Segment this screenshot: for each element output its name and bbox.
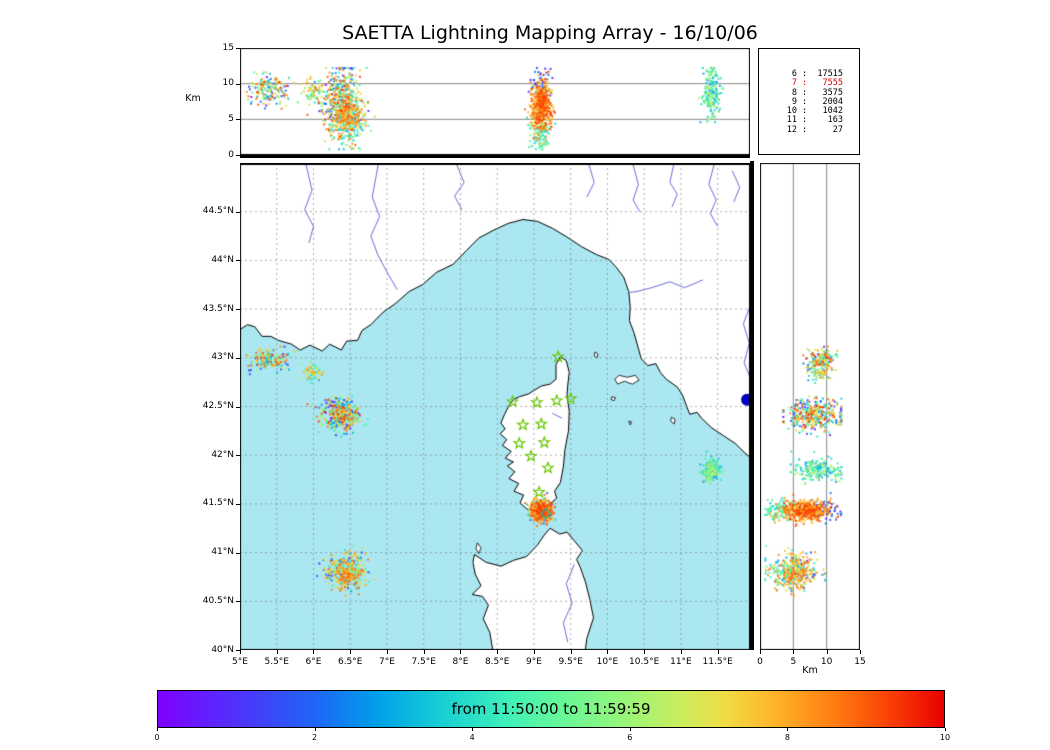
tick-mark	[680, 650, 682, 654]
colorbar-label: from 11:50:00 to 11:59:59	[451, 700, 651, 718]
tick-mark	[240, 650, 241, 654]
map-right-separator	[750, 161, 754, 650]
tick-mark	[386, 650, 388, 654]
km-tick-label: 10	[820, 657, 833, 667]
lat-tick-label: 41.5°N	[202, 498, 234, 509]
tick-mark	[236, 48, 240, 49]
tick-mark	[236, 357, 240, 359]
tick-mark	[860, 650, 861, 654]
lon-tick-label: 5.5°E	[264, 657, 289, 667]
altitude-tick-label: 10	[222, 78, 234, 89]
tick-mark	[236, 155, 240, 156]
tick-mark	[460, 650, 462, 654]
tick-mark	[793, 650, 795, 654]
lon-tick-label: 7.5°E	[411, 657, 436, 667]
tick-mark	[236, 83, 240, 85]
legend-row: 11 : 163	[786, 115, 843, 126]
tick-mark	[826, 650, 828, 654]
tick-mark	[717, 650, 719, 654]
tick-mark	[570, 650, 572, 654]
legend-row: 9 : 2004	[786, 96, 843, 107]
km-tick-label: 5	[790, 657, 797, 667]
tick-mark	[236, 260, 240, 262]
colorbar-tick-label: 4	[469, 733, 475, 742]
lat-tick-label: 43.5°N	[202, 303, 234, 314]
tick-mark	[236, 503, 240, 505]
tick-mark	[236, 455, 240, 457]
tick-mark	[423, 650, 425, 654]
lon-tick-label: 6°E	[305, 657, 322, 667]
lat-tick-label: 40°N	[211, 644, 234, 655]
lat-tick-label: 44.5°N	[202, 206, 234, 217]
tick-mark	[945, 728, 946, 731]
lon-tick-label: 6.5°E	[337, 657, 363, 667]
altitude-longitude-canvas	[240, 48, 750, 155]
legend-row: 8 : 3575	[786, 87, 843, 98]
map-canvas	[240, 163, 750, 650]
time-colorbar: from 11:50:00 to 11:59:59	[157, 690, 945, 728]
lon-tick-label: 5°E	[232, 657, 248, 667]
tick-mark	[497, 650, 499, 654]
km-tick-label: 0	[757, 657, 763, 667]
tick-mark	[533, 650, 535, 654]
altitude-tick-label: 0	[228, 149, 234, 160]
colorbar-tick-label: 6	[627, 733, 633, 742]
tick-mark	[236, 406, 240, 408]
colorbar-tick-label: 0	[154, 733, 160, 742]
tick-mark	[760, 650, 761, 654]
altitude-tick-label: 15	[222, 42, 234, 53]
lat-tick-label: 41°N	[211, 547, 234, 558]
lon-tick-label: 11.5°E	[702, 657, 733, 667]
lon-tick-label: 10.5°E	[629, 657, 660, 667]
colorbar-tick-label: 2	[312, 733, 318, 742]
tick-mark	[236, 309, 240, 311]
tick-mark	[236, 552, 240, 554]
tick-mark	[314, 728, 316, 731]
right-panel-xlabel: Km	[802, 665, 818, 676]
lon-tick-label: 7°E	[379, 657, 395, 667]
altitude-latitude-canvas	[760, 163, 860, 650]
top-panel-ylabel: Km	[185, 93, 201, 104]
lat-tick-label: 42°N	[211, 449, 234, 460]
tick-mark	[629, 728, 631, 731]
lon-tick-label: 9.5°E	[558, 657, 583, 667]
legend-row: 6 : 17515	[786, 69, 843, 79]
tick-mark	[157, 728, 158, 731]
lon-tick-label: 11°E	[670, 657, 692, 667]
panel-separator	[240, 155, 750, 158]
tick-mark	[236, 601, 240, 603]
lon-tick-label: 10°E	[596, 657, 619, 667]
lat-tick-label: 40.5°N	[202, 595, 234, 606]
tick-mark	[313, 650, 315, 654]
tick-mark	[472, 728, 474, 731]
tick-mark	[350, 650, 352, 654]
lon-tick-label: 9°E	[525, 657, 542, 667]
lon-tick-label: 8°E	[452, 657, 469, 667]
legend-row: 10 : 1042	[786, 106, 843, 117]
tick-mark	[236, 211, 240, 213]
colorbar-tick-label: 10	[939, 733, 951, 742]
tick-mark	[607, 650, 609, 654]
km-tick-label: 15	[854, 657, 866, 667]
station-count-legend: 6 : 17515 7 : 7555 8 : 3575 9 : 2004 10 :…	[758, 48, 860, 155]
lat-tick-label: 43°N	[211, 352, 234, 363]
altitude-tick-label: 5	[228, 113, 234, 124]
legend-row: 12 : 27	[786, 124, 843, 135]
lat-tick-label: 42.5°N	[202, 401, 234, 411]
tick-mark	[276, 650, 278, 654]
tick-mark	[236, 119, 240, 121]
legend-row: 7 : 7555	[786, 78, 843, 89]
colorbar-tick-label: 8	[784, 733, 790, 742]
tick-mark	[644, 650, 646, 654]
tick-mark	[787, 728, 789, 731]
lat-tick-label: 44°N	[211, 254, 234, 265]
lon-tick-label: 8.5°E	[484, 657, 510, 667]
tick-mark	[236, 650, 240, 651]
chart-title: SAETTA Lightning Mapping Array - 16/10/0…	[342, 22, 758, 44]
